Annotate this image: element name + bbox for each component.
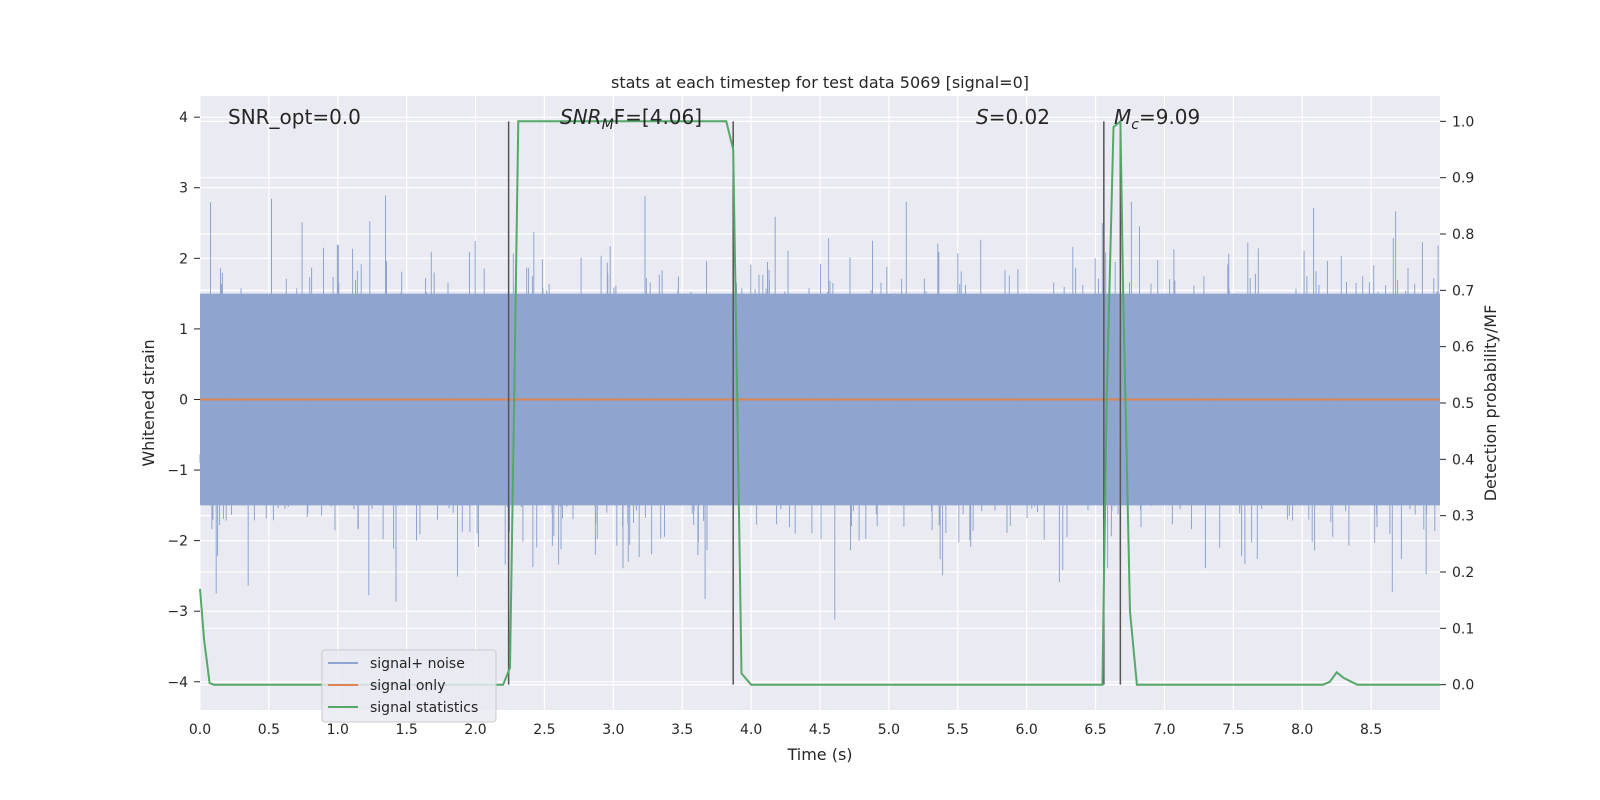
- y-tick-label: −4: [167, 675, 188, 691]
- x-tick-label: 0.0: [189, 722, 211, 738]
- right-tick-label: 0.4: [1452, 452, 1474, 468]
- x-axis-label: Time (s): [786, 745, 852, 764]
- annotation-s-main: S: [976, 105, 989, 129]
- y-tick-label: 2: [179, 251, 188, 267]
- annotation-s-rest: =0.02: [989, 105, 1050, 129]
- y-tick-label: 3: [179, 181, 188, 197]
- right-tick-label: 0.0: [1452, 678, 1474, 694]
- x-axis-ticks: 0.0 0.5 1.0 1.5 2.0 2.5 3.0 3.5 4.0 4.5 5.0 5.5 6.0 6…: [189, 722, 1382, 738]
- right-tick-label: 0.1: [1452, 621, 1474, 637]
- x-tick-label: 2.5: [533, 722, 555, 738]
- x-tick-label: 4.0: [740, 722, 762, 738]
- x-tick-label: 8.0: [1291, 722, 1313, 738]
- x-tick-label: 1.0: [327, 722, 349, 738]
- annotation-mc-main: M: [1114, 105, 1131, 129]
- right-tick-label: 0.6: [1452, 340, 1474, 356]
- y-tick-label: 4: [179, 110, 188, 126]
- x-tick-label: 3.5: [671, 722, 693, 738]
- x-tick-label: 5.5: [947, 722, 969, 738]
- x-tick-label: 3.0: [602, 722, 624, 738]
- annotation-snr-mf-sub: M: [602, 117, 614, 133]
- legend-label-signal-statistics: signal statistics: [370, 700, 478, 716]
- right-tick-label: 1.0: [1452, 114, 1474, 130]
- right-axis-label: Detection probability/MF: [1481, 305, 1500, 502]
- right-tick-label: 0.2: [1452, 565, 1474, 581]
- x-tick-label: 5.0: [878, 722, 900, 738]
- y-tick-label: −2: [167, 534, 188, 550]
- annotation-snr-mf: SNRMF=[4.06]: [560, 105, 702, 133]
- y-tick-label: 0: [179, 392, 188, 408]
- legend-label-signal-noise: signal+ noise: [370, 656, 465, 672]
- annotation-mc-sub: c: [1131, 117, 1139, 133]
- y-tick-label: −3: [167, 604, 188, 620]
- annotation-mc: Mc=9.09: [1114, 105, 1200, 133]
- right-tick-label: 0.3: [1452, 509, 1474, 525]
- annotation-s: S=0.02: [976, 105, 1050, 129]
- annotation-mc-rest: =9.09: [1139, 105, 1200, 129]
- noise-trace: [199, 187, 1440, 620]
- annotation-snr-mf-main: SNR: [560, 105, 602, 129]
- y-axis-label: Whitened strain: [139, 339, 158, 466]
- annotation-snr-opt: SNR_opt=0.0: [228, 105, 361, 129]
- signal-statistics-line: [199, 119, 1440, 686]
- chart-title: stats at each timestep for test data 506…: [611, 73, 1029, 92]
- legend-box: [321, 649, 497, 723]
- right-tick-label: 0.9: [1452, 171, 1474, 187]
- y-axis-ticks: 4 3 2 1 0 −1 −2 −3 −4: [167, 110, 200, 691]
- x-tick-label: 6.5: [1084, 722, 1106, 738]
- annotation-snr-mf-rest: F=[4.06]: [614, 105, 702, 129]
- x-tick-label: 7.0: [1153, 722, 1175, 738]
- x-tick-label: 1.5: [396, 722, 418, 738]
- right-tick-label: 0.8: [1452, 227, 1474, 243]
- x-tick-label: 2.0: [464, 722, 486, 738]
- right-tick-label: 0.7: [1452, 283, 1474, 299]
- right-tick-label: 0.5: [1452, 396, 1474, 412]
- legend-label-signal-only: signal only: [370, 678, 445, 694]
- x-tick-label: 4.5: [809, 722, 831, 738]
- right-axis-ticks: 1.0 0.9 0.8 0.7 0.6 0.5 0.4 0.3 0.2 0.1 0.0: [1440, 114, 1474, 694]
- x-tick-label: 7.5: [1222, 722, 1244, 738]
- y-tick-label: −1: [167, 463, 188, 479]
- x-tick-label: 8.5: [1360, 722, 1382, 738]
- y-tick-label: 1: [179, 322, 188, 338]
- legend: signal+ noise signal only signal statist…: [321, 649, 497, 723]
- x-tick-label: 6.0: [1016, 722, 1038, 738]
- x-tick-label: 0.5: [258, 722, 280, 738]
